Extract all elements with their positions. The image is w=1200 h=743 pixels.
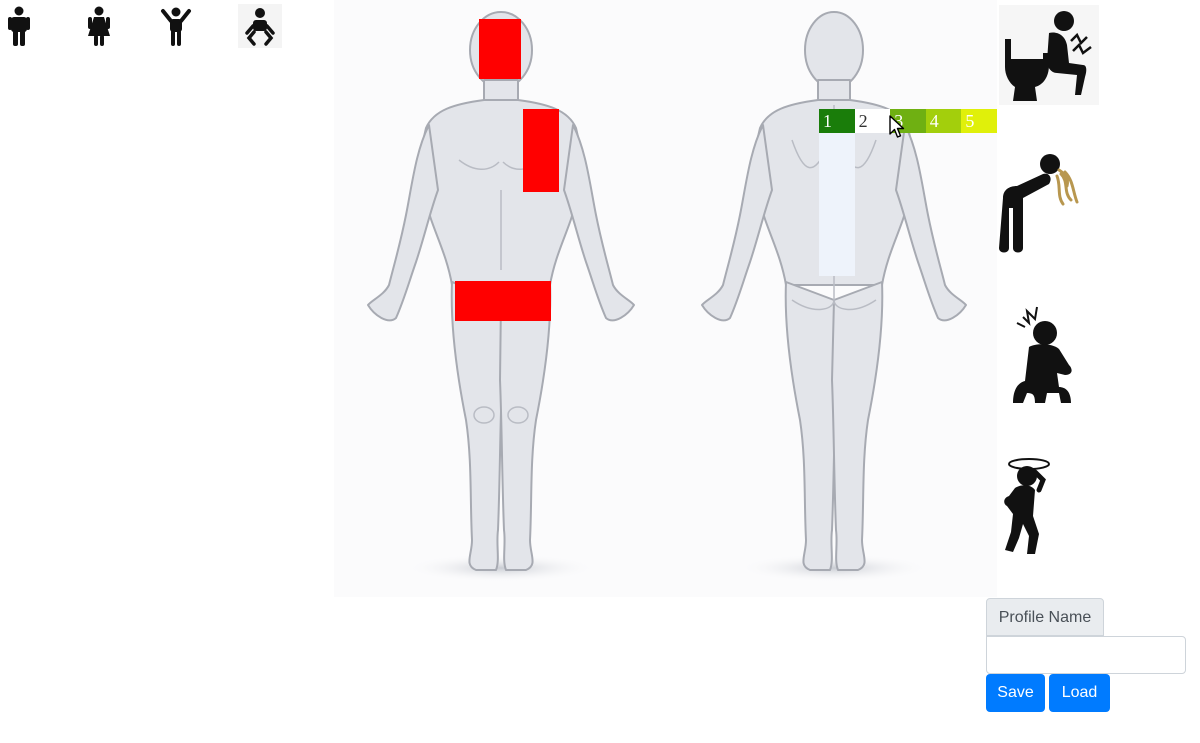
headache-icon[interactable] bbox=[999, 303, 1099, 403]
save-button[interactable]: Save bbox=[986, 674, 1045, 712]
pain-level-2[interactable]: 2 bbox=[855, 109, 891, 133]
pain-zone-pelvis[interactable] bbox=[455, 281, 551, 321]
woman-icon[interactable] bbox=[84, 4, 114, 48]
pain-zone-head[interactable] bbox=[479, 19, 521, 79]
vomiting-icon[interactable] bbox=[999, 152, 1099, 252]
mouse-cursor-icon bbox=[888, 115, 906, 139]
man-icon[interactable] bbox=[4, 4, 34, 48]
baby-icon[interactable] bbox=[238, 4, 282, 48]
body-diagram bbox=[334, 0, 997, 597]
profile-name-input[interactable] bbox=[986, 636, 1186, 674]
pain-level-4[interactable]: 4 bbox=[926, 109, 962, 133]
pain-zone-shoulder-arm[interactable] bbox=[523, 109, 559, 192]
toilet-diarrhea-icon[interactable] bbox=[999, 5, 1099, 105]
pain-zone-spine[interactable] bbox=[819, 133, 855, 276]
child-icon[interactable] bbox=[160, 4, 192, 48]
dizziness-icon[interactable] bbox=[999, 454, 1099, 554]
body-outline bbox=[334, 0, 997, 597]
load-button[interactable]: Load bbox=[1049, 674, 1110, 712]
pain-level-1[interactable]: 1 bbox=[819, 109, 855, 133]
pain-level-5[interactable]: 5 bbox=[961, 109, 997, 133]
profile-name-label: Profile Name bbox=[986, 598, 1104, 636]
